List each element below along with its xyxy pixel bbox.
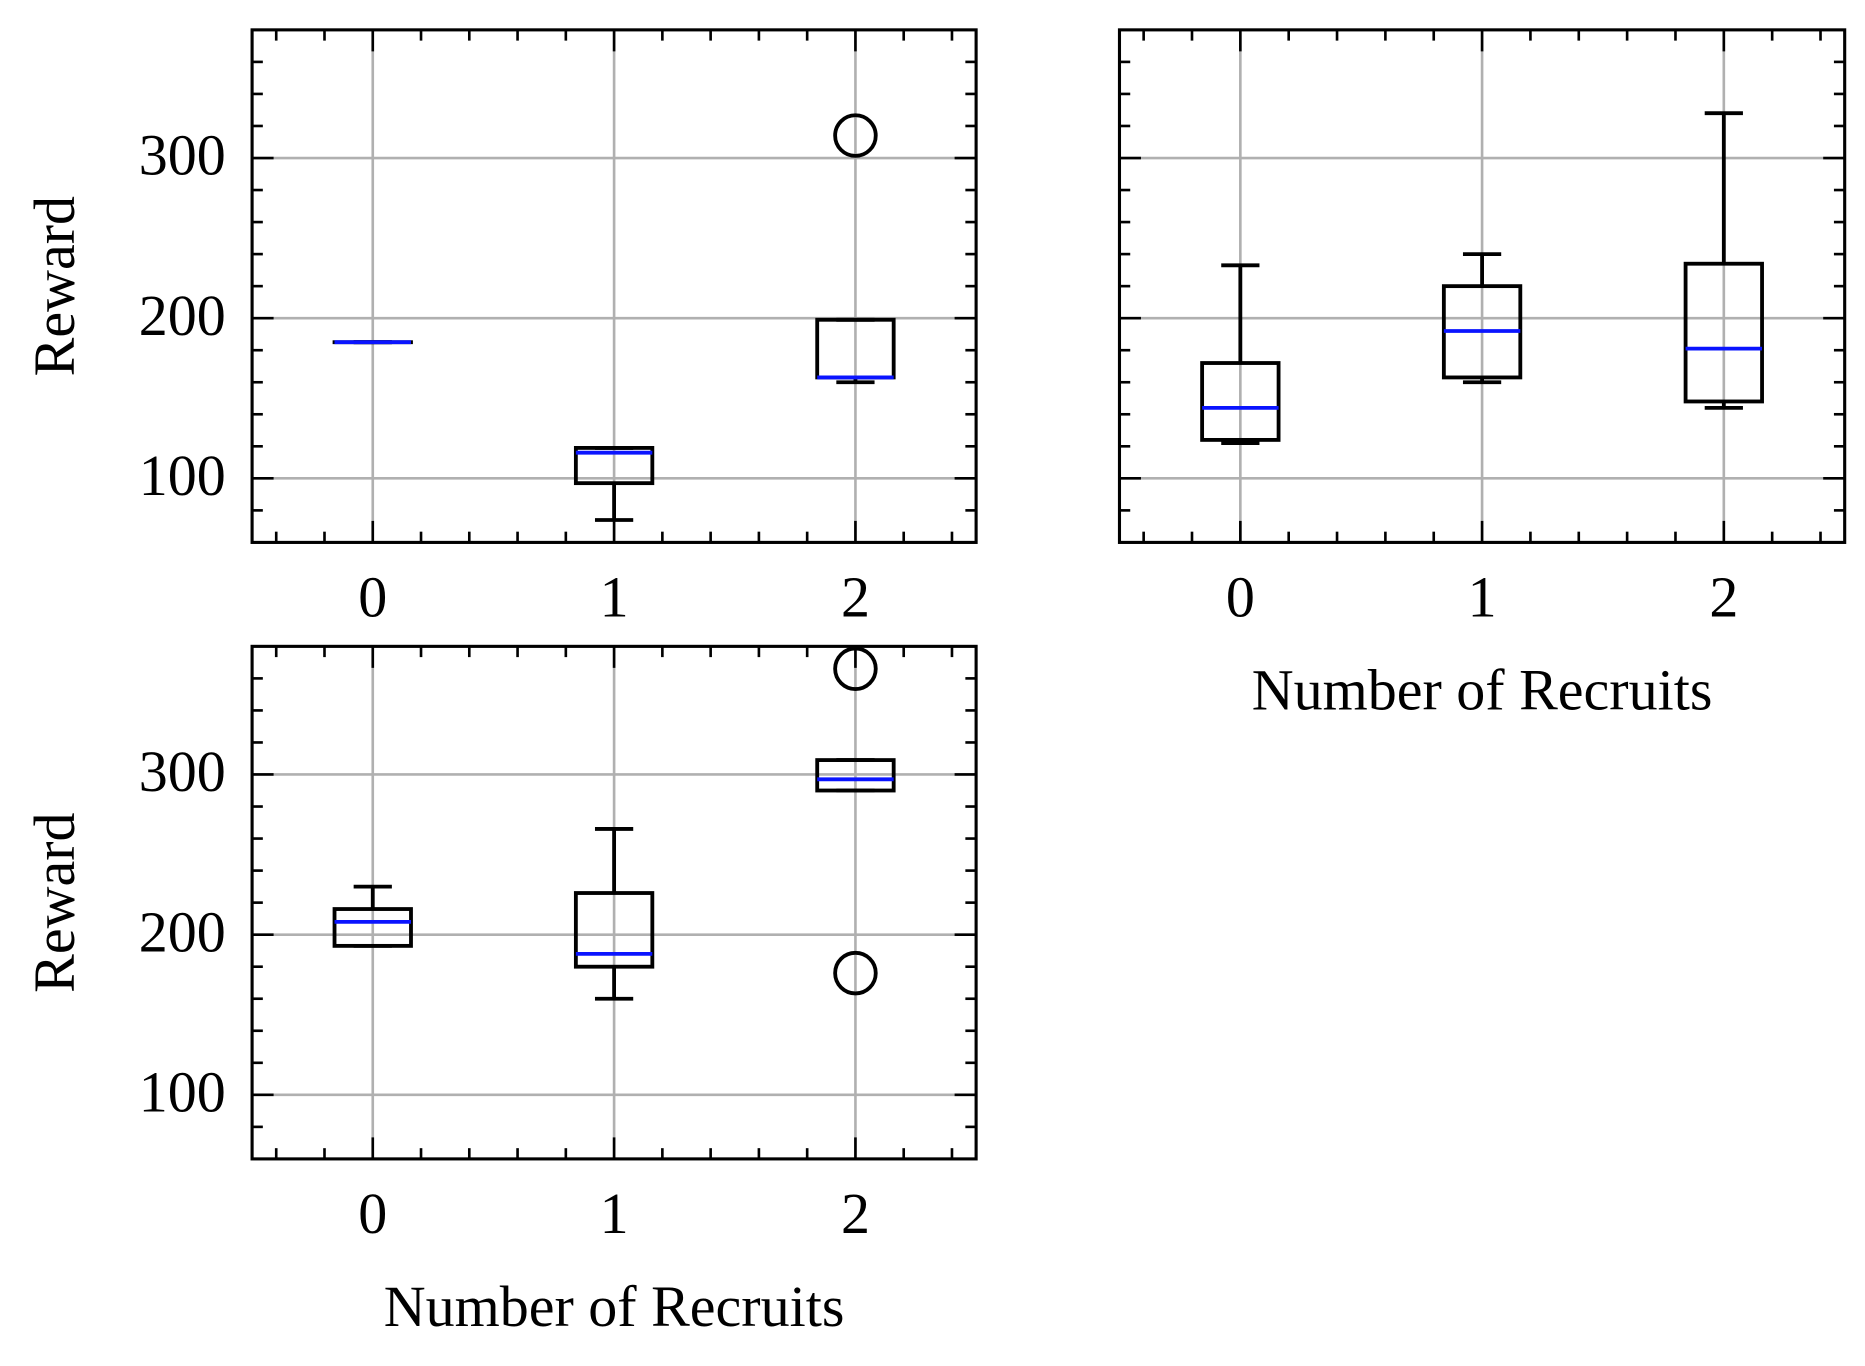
y-tick-label: 100 <box>139 443 226 508</box>
box-2 <box>1683 111 1764 410</box>
x-tick-label: 2 <box>1709 564 1738 629</box>
x-tick-label: 1 <box>600 564 629 629</box>
box-0 <box>332 884 413 948</box>
box-body <box>573 446 655 486</box>
x-tick-label: 2 <box>841 1181 870 1246</box>
x-tick-label: 0 <box>1226 564 1255 629</box>
x-tick-label: 0 <box>358 1181 387 1246</box>
x-tick-label: 2 <box>841 564 870 629</box>
x-axis-label: Number of Recruits <box>1252 658 1713 723</box>
box-1 <box>1441 252 1523 385</box>
panel-top-left: 0 1 2 100 200 300 Reward <box>22 28 978 629</box>
box-1 <box>573 446 655 522</box>
box-0 <box>1200 263 1281 446</box>
y-tick-label: 300 <box>139 739 226 804</box>
box-body <box>1683 261 1764 404</box>
y-tick-label: 200 <box>139 283 226 348</box>
y-tick-label: 200 <box>139 899 226 964</box>
axes-frame <box>250 644 978 1161</box>
y-axis-label: Reward <box>22 812 87 992</box>
x-axis-label: Number of Recruits <box>384 1274 845 1339</box>
box-body <box>573 891 655 969</box>
outlier-point <box>833 113 878 158</box>
x-tick-label: 0 <box>358 564 387 629</box>
x-tick-label: 1 <box>1468 564 1497 629</box>
x-tick-label: 1 <box>600 1181 629 1246</box>
box-1 <box>573 827 655 1001</box>
box-body <box>815 758 896 793</box>
y-tick-label: 300 <box>139 123 226 188</box>
box-2 <box>815 646 896 996</box>
panel-top-right: 0 1 2 Number of Recruits <box>1117 28 1847 723</box>
axes-frame <box>250 28 978 544</box>
outlier-point <box>833 950 878 996</box>
panel-bottom-left: 0 1 2 100 200 300 Number of Recruits Reward <box>22 644 978 1339</box>
outlier-point <box>833 646 878 692</box>
axes-frame <box>1117 28 1847 544</box>
box-body <box>332 907 413 948</box>
box-2 <box>815 113 896 385</box>
box-body <box>1200 361 1281 442</box>
y-axis-label: Reward <box>22 196 87 376</box>
y-tick-label: 100 <box>139 1060 226 1125</box>
